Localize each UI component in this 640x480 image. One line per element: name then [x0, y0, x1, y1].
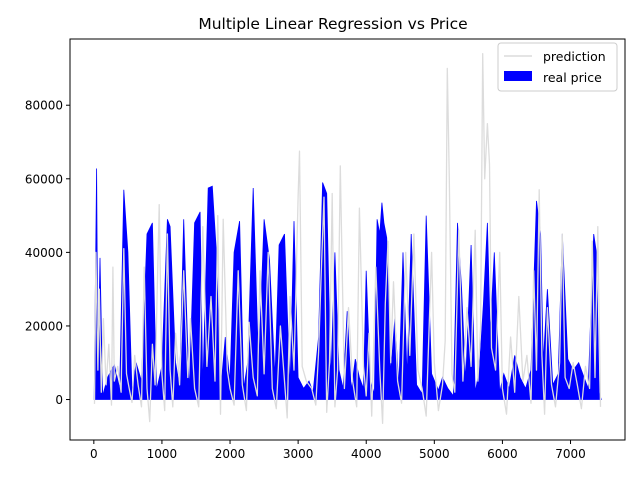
x-tick-label: 3000 — [283, 447, 314, 461]
x-tick-label: 2000 — [215, 447, 246, 461]
x-tick-label: 4000 — [351, 447, 382, 461]
y-tick-label: 60000 — [25, 172, 63, 186]
y-tick-label: 40000 — [25, 246, 63, 260]
legend-prediction-label: prediction — [543, 49, 606, 64]
x-tick-label: 6000 — [487, 447, 518, 461]
chart-title: Multiple Linear Regression vs Price — [198, 15, 467, 33]
axes: 0 1000 2000 3000 4000 5000 6000 7000 0 20000 40000… — [25, 38, 626, 461]
plot-area — [93, 53, 602, 425]
x-tick-label: 5000 — [419, 447, 450, 461]
x-tick-label: 0 — [90, 447, 98, 461]
legend-real-price-swatch — [504, 71, 532, 81]
x-tick-label: 1000 — [147, 447, 178, 461]
legend: prediction real price — [497, 42, 618, 92]
series-prediction — [93, 53, 602, 425]
y-tick-label: 20000 — [25, 319, 63, 333]
x-tick-label: 7000 — [555, 447, 586, 461]
y-tick-label: 80000 — [25, 99, 63, 113]
y-tick-label: 0 — [55, 393, 63, 407]
plot-frame — [69, 38, 626, 441]
legend-real-price-label: real price — [543, 70, 602, 85]
